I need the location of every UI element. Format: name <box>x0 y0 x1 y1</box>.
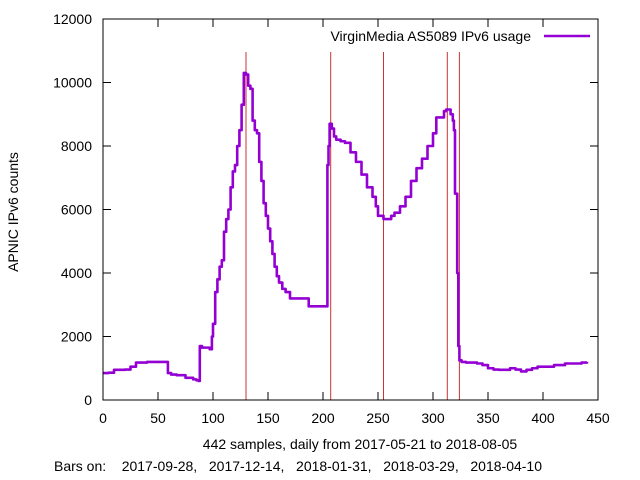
x-tick-label: 50 <box>150 410 166 426</box>
x-tick-label: 250 <box>366 410 390 426</box>
y-axis-label: APNIC IPv6 counts <box>5 152 21 272</box>
x-axis-label: 442 samples, daily from 2017-05-21 to 20… <box>203 436 518 452</box>
x-tick-label: 300 <box>421 410 445 426</box>
vertical-bars <box>245 52 460 400</box>
x-tick-label: 200 <box>311 410 335 426</box>
axis-ticks: 0 50 100 150 200 250 300 350 400 450 0 2000 4000 6000… <box>53 11 610 426</box>
legend-label: VirginMedia AS5089 IPv6 usage <box>330 28 531 44</box>
legend: VirginMedia AS5089 IPv6 usage <box>330 28 590 44</box>
x-tick-label: 450 <box>586 410 610 426</box>
series-line-0 <box>103 71 589 383</box>
y-tick-label: 0 <box>84 392 92 408</box>
y-tick-label: 10000 <box>53 75 92 91</box>
x-tick-label: 350 <box>476 410 500 426</box>
y-tick-label: 8000 <box>61 138 92 154</box>
y-tick-label: 12000 <box>53 11 92 27</box>
y-tick-label: 2000 <box>61 329 92 345</box>
y-tick-label: 4000 <box>61 265 92 281</box>
y-tick-label: 6000 <box>61 202 92 218</box>
bars-footer: Bars on: 2017-09-28, 2017-12-14, 2018-01… <box>54 458 542 474</box>
x-tick-label: 100 <box>201 410 225 426</box>
x-tick-label: 0 <box>99 410 107 426</box>
plot-frame <box>102 18 599 401</box>
x-tick-label: 400 <box>531 410 555 426</box>
x-tick-label: 150 <box>256 410 280 426</box>
series-lines <box>103 71 589 383</box>
